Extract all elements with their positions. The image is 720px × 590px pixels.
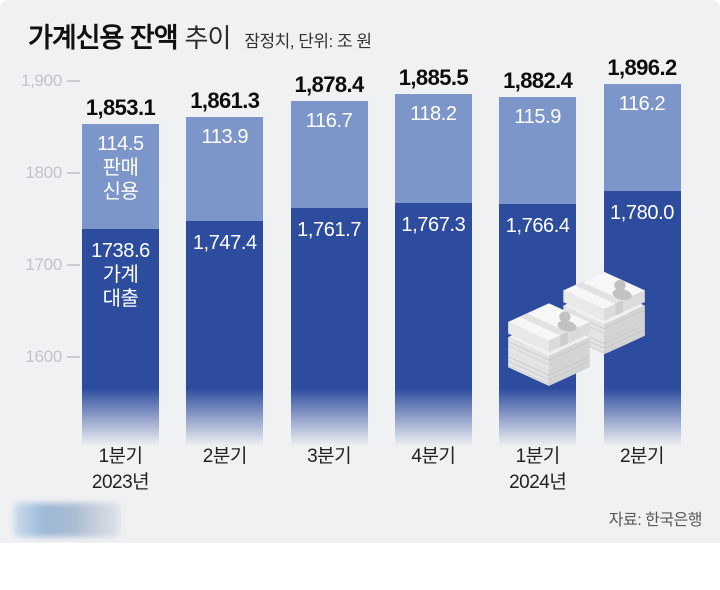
bar-segment-sales-credit: 118.2 xyxy=(394,94,472,204)
sales-credit-series-name: 판매 xyxy=(102,157,139,180)
bar-segment-household-loan: 1,747.4 xyxy=(186,221,264,388)
household-loan-value: 1,767.3 xyxy=(401,214,466,237)
bar-total-label: 1,896.2 xyxy=(607,55,677,81)
x-label-quarter: 3분기 xyxy=(307,446,352,467)
bar-total-label: 1,882.4 xyxy=(503,68,573,94)
sales-credit-value: 115.9 xyxy=(514,106,561,129)
bar-segment-sales-credit: 114.5 판매 신용 xyxy=(82,124,159,230)
bar-total-label: 1,885.5 xyxy=(398,65,469,91)
x-label-quarter: 2분기 xyxy=(619,446,665,467)
bar-fade xyxy=(186,388,264,446)
title-note: 잠정치, 단위: 조 원 xyxy=(244,32,372,51)
y-tick-label: 1600 xyxy=(25,347,62,366)
page-title-suffix: 추이 xyxy=(184,23,232,53)
bar-fade xyxy=(290,388,368,446)
money-stack-icon xyxy=(507,271,646,386)
x-label-quarter: 2분기 xyxy=(202,446,248,467)
bar-segment-household-loan: 1738.6 가계 대출 xyxy=(82,229,159,388)
bar-segment-household-loan: 1,767.3 xyxy=(394,203,472,388)
y-tick-dash xyxy=(67,80,80,82)
x-label-quarter: 1분기 xyxy=(515,446,561,467)
bar-total-label: 1,861.3 xyxy=(190,87,260,113)
blurred-logo xyxy=(14,503,120,537)
x-label-year: 2024년 xyxy=(509,472,567,493)
bar-segment-sales-credit: 113.9 xyxy=(186,116,264,222)
household-loan-value: 1738.6 xyxy=(91,240,150,263)
household-loan-value: 1,761.7 xyxy=(297,219,362,242)
y-tick-dash xyxy=(67,172,80,174)
bar-segment-household-loan: 1,761.7 xyxy=(290,208,368,388)
bar-fade xyxy=(603,388,681,446)
bar-segment-sales-credit: 116.7 xyxy=(290,100,368,209)
bar-segment-sales-credit: 115.9 xyxy=(499,97,577,204)
y-tick-dash xyxy=(67,264,80,266)
bar-fade xyxy=(394,388,472,446)
y-tick-label: 1800 xyxy=(25,163,62,182)
source-credit: 자료: 한국은행 xyxy=(608,512,703,529)
chart-plot: 1,900 1800 1700 1600 1,853.1 114.5 판매 신용 1738.6 가… xyxy=(20,55,681,493)
household-loan-value: 1,780.0 xyxy=(610,202,674,225)
sales-credit-value: 114.5 xyxy=(97,133,144,156)
y-tick-dash xyxy=(67,356,80,358)
bar-total-label: 1,878.4 xyxy=(294,71,364,97)
x-label-year: 2023년 xyxy=(91,472,150,493)
bar-fade xyxy=(499,388,577,446)
household-loan-series-name: 가계 xyxy=(102,264,139,287)
footer-band xyxy=(0,543,720,590)
y-tick-label: 1,900 xyxy=(20,71,62,90)
x-label-quarter: 1분기 xyxy=(98,446,143,467)
bar-segment-sales-credit: 116.2 xyxy=(603,84,681,192)
sales-credit-value: 118.2 xyxy=(410,103,457,126)
sales-credit-value: 116.2 xyxy=(618,93,666,116)
bar-total-label: 1,853.1 xyxy=(85,95,156,121)
sales-credit-value: 113.9 xyxy=(201,125,249,148)
chart-card: 가계신용 잔액 추이 잠정치, 단위: 조 원 1,900 1800 1700 160… xyxy=(0,0,720,543)
household-loan-series-name: 대출 xyxy=(102,288,139,311)
sales-credit-series-name: 신용 xyxy=(102,181,139,204)
y-tick-label: 1700 xyxy=(25,255,62,274)
bar-segment-household-loan: 1,780.0 xyxy=(603,191,681,388)
x-label-quarter: 4분기 xyxy=(411,446,456,467)
household-loan-value: 1,766.4 xyxy=(505,214,570,237)
bar-fade xyxy=(82,388,159,446)
sales-credit-value: 116.7 xyxy=(305,109,353,132)
title-row: 가계신용 잔액 추이 잠정치, 단위: 조 원 xyxy=(28,16,372,55)
household-loan-value: 1,747.4 xyxy=(192,232,257,255)
page-title: 가계신용 잔액 xyxy=(28,23,179,53)
